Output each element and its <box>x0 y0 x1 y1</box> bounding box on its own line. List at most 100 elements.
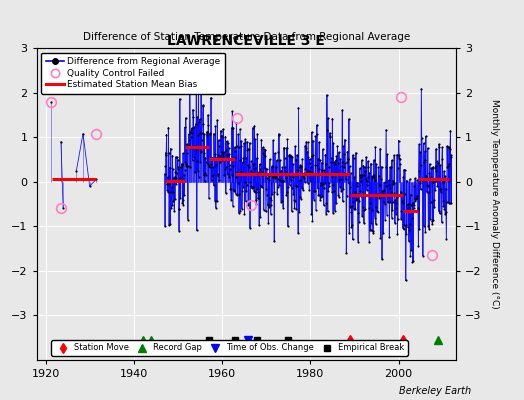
Point <box>311 188 319 194</box>
Point <box>170 174 178 181</box>
Point <box>393 230 401 237</box>
Point <box>446 145 454 152</box>
Point <box>378 256 386 262</box>
Point <box>285 153 293 160</box>
Point <box>173 164 182 170</box>
Point <box>438 144 446 150</box>
Point <box>184 163 192 170</box>
Point <box>233 169 241 175</box>
Point <box>439 198 447 204</box>
Point <box>385 182 393 188</box>
Point <box>412 195 420 202</box>
Point <box>376 235 385 241</box>
Point <box>288 174 297 180</box>
Point <box>422 172 431 179</box>
Point <box>397 189 405 195</box>
Point <box>221 166 229 173</box>
Point <box>399 226 408 232</box>
Point <box>395 154 403 161</box>
Point <box>302 169 311 176</box>
Point <box>428 221 436 228</box>
Point <box>197 148 205 154</box>
Point <box>388 207 397 213</box>
Point <box>245 140 254 146</box>
Point <box>161 223 169 230</box>
Point <box>307 164 315 170</box>
Point <box>304 154 313 160</box>
Point <box>215 143 223 150</box>
Point <box>427 173 435 180</box>
Point <box>387 189 395 195</box>
Point <box>388 157 396 164</box>
Point <box>242 155 250 161</box>
Point <box>293 170 302 176</box>
Point <box>255 169 263 175</box>
Point <box>387 215 396 221</box>
Point <box>287 176 295 183</box>
Point <box>223 171 232 178</box>
Point <box>435 141 443 147</box>
Point <box>379 230 387 236</box>
Point <box>314 192 323 198</box>
Point <box>365 204 373 211</box>
Point <box>260 146 268 152</box>
Point <box>179 202 188 208</box>
Point <box>355 172 364 179</box>
Point <box>272 174 281 180</box>
Point <box>332 199 340 206</box>
Point <box>435 210 444 217</box>
Point <box>72 167 81 174</box>
Point <box>407 191 415 198</box>
Point <box>440 206 449 213</box>
Point <box>428 165 436 172</box>
Point <box>405 238 413 244</box>
Point <box>278 178 287 185</box>
Point <box>286 152 294 159</box>
Point <box>232 120 241 126</box>
Point <box>206 156 215 162</box>
Point <box>323 208 332 215</box>
Point <box>340 150 348 157</box>
Point <box>297 163 305 170</box>
Point <box>423 182 431 188</box>
Point <box>430 203 439 210</box>
Point <box>264 220 272 226</box>
Point <box>212 162 220 168</box>
Point <box>439 203 447 209</box>
Point <box>237 143 246 149</box>
Point <box>436 186 445 192</box>
Point <box>265 177 274 184</box>
Point <box>264 201 272 207</box>
Point <box>180 167 189 174</box>
Point <box>173 156 182 163</box>
Point <box>259 207 268 213</box>
Point <box>247 158 255 164</box>
Point <box>267 196 276 203</box>
Point <box>388 198 397 205</box>
Point <box>229 124 237 131</box>
Point <box>190 154 198 161</box>
Point <box>181 124 189 130</box>
Point <box>346 204 354 210</box>
Point <box>253 186 261 192</box>
Point <box>249 161 258 168</box>
Point <box>190 124 199 130</box>
Point <box>299 172 308 178</box>
Point <box>186 129 194 135</box>
Point <box>302 145 310 152</box>
Point <box>171 154 180 160</box>
Point <box>322 210 330 217</box>
Point <box>341 176 350 182</box>
Point <box>324 182 333 189</box>
Point <box>438 156 446 163</box>
Point <box>442 236 451 242</box>
Point <box>236 208 245 214</box>
Point <box>312 171 320 178</box>
Point <box>189 157 197 164</box>
Point <box>382 126 390 133</box>
Point <box>282 192 290 198</box>
Point <box>161 162 170 169</box>
Point <box>247 183 256 190</box>
Point <box>211 198 219 204</box>
Point <box>269 173 277 180</box>
